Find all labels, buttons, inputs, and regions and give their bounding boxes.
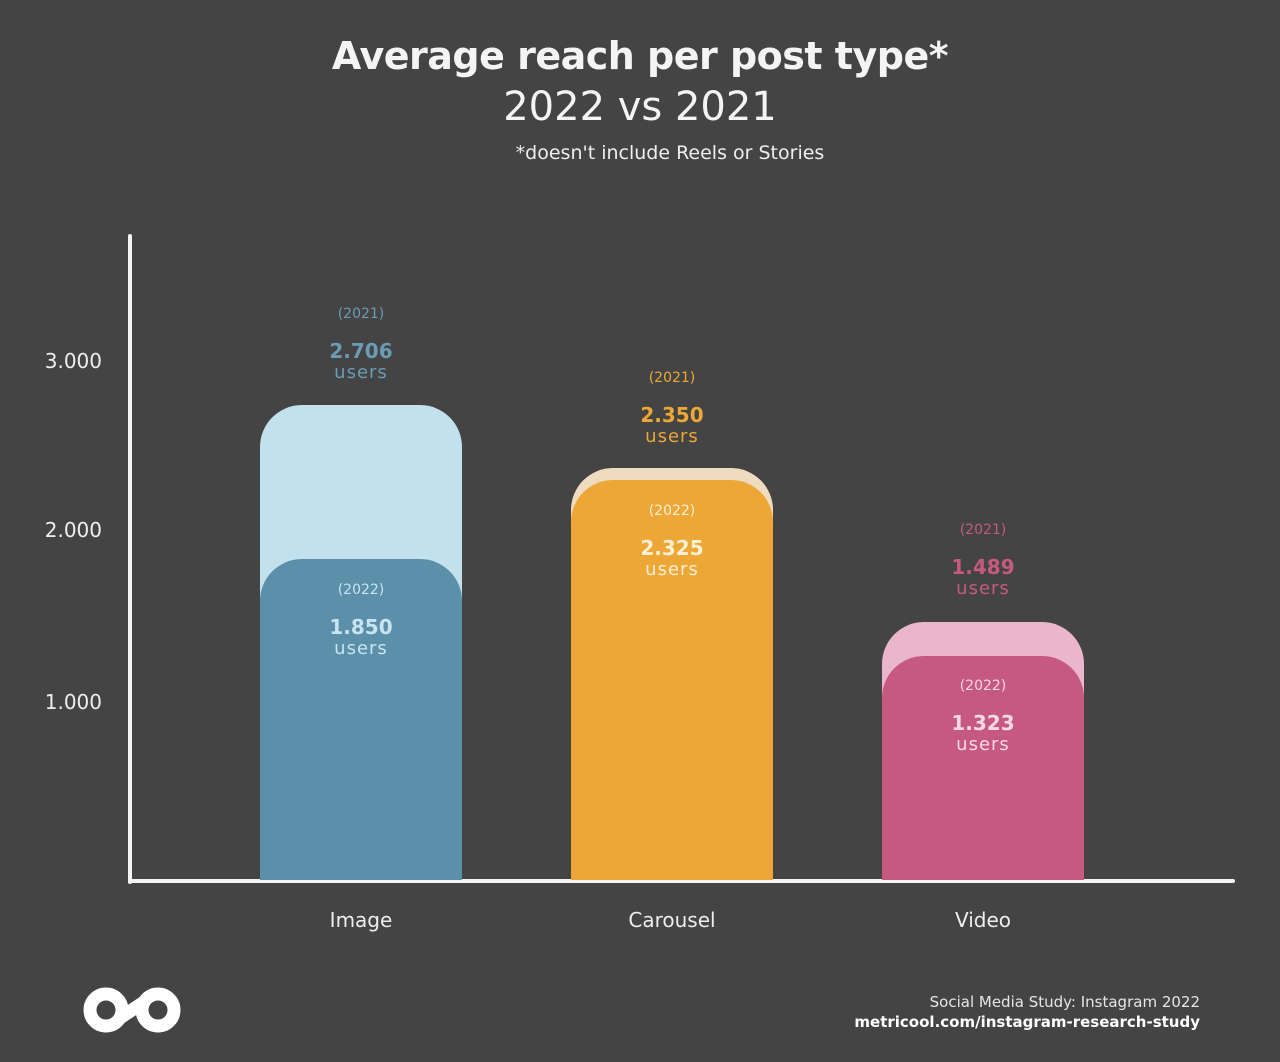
unit-label: users — [645, 426, 699, 447]
year-label: (2021) — [337, 306, 385, 322]
year-label: (2021) — [648, 370, 696, 386]
unit-label: users — [334, 638, 388, 659]
bar-carousel-2022 — [571, 480, 773, 880]
bar-video-2022 — [882, 656, 1084, 880]
value-label: 1.323 — [951, 711, 1015, 735]
year-label: (2022) — [337, 582, 385, 598]
value-label: 2.325 — [640, 536, 704, 560]
bar-image-2022 — [260, 559, 462, 880]
y-axis-line — [128, 234, 132, 884]
x-axis-line — [128, 879, 1235, 883]
year-label: (2022) — [648, 503, 696, 519]
y-tick-3000: 3.000 — [44, 349, 102, 373]
value-label: 1.489 — [951, 555, 1015, 579]
year-label: (2021) — [959, 522, 1007, 538]
x-label-image: Image — [329, 908, 393, 932]
y-tick-2000: 2.000 — [44, 518, 102, 542]
unit-label: users — [956, 578, 1010, 599]
value-label: 1.850 — [329, 615, 393, 639]
chart-footnote: *doesn't include Reels or Stories — [515, 142, 825, 164]
chart-title: Average reach per post type* — [331, 34, 949, 78]
x-label-video: Video — [954, 908, 1012, 932]
label-image-2022: (2022) 1.850 users — [260, 582, 462, 660]
label-carousel-2022: (2022) 2.325 users — [571, 503, 773, 581]
label-carousel-2021: (2021) 2.350 users — [571, 370, 773, 448]
value-label: 2.706 — [329, 339, 393, 363]
infinity-logo-icon — [80, 986, 184, 1038]
footer-study-name: Social Media Study: Instagram 2022 — [929, 993, 1200, 1011]
value-label: 2.350 — [640, 403, 704, 427]
unit-label: users — [645, 559, 699, 580]
footer-study-url[interactable]: metricool.com/instagram-research-study — [854, 1013, 1200, 1031]
unit-label: users — [334, 362, 388, 383]
label-video-2022: (2022) 1.323 users — [882, 678, 1084, 756]
y-tick-1000: 1.000 — [44, 690, 102, 714]
label-video-2021: (2021) 1.489 users — [882, 522, 1084, 600]
unit-label: users — [956, 734, 1010, 755]
label-image-2021: (2021) 2.706 users — [260, 306, 462, 384]
year-label: (2022) — [959, 678, 1007, 694]
x-label-carousel: Carousel — [628, 908, 716, 932]
chart-subtitle: 2022 vs 2021 — [503, 84, 777, 130]
